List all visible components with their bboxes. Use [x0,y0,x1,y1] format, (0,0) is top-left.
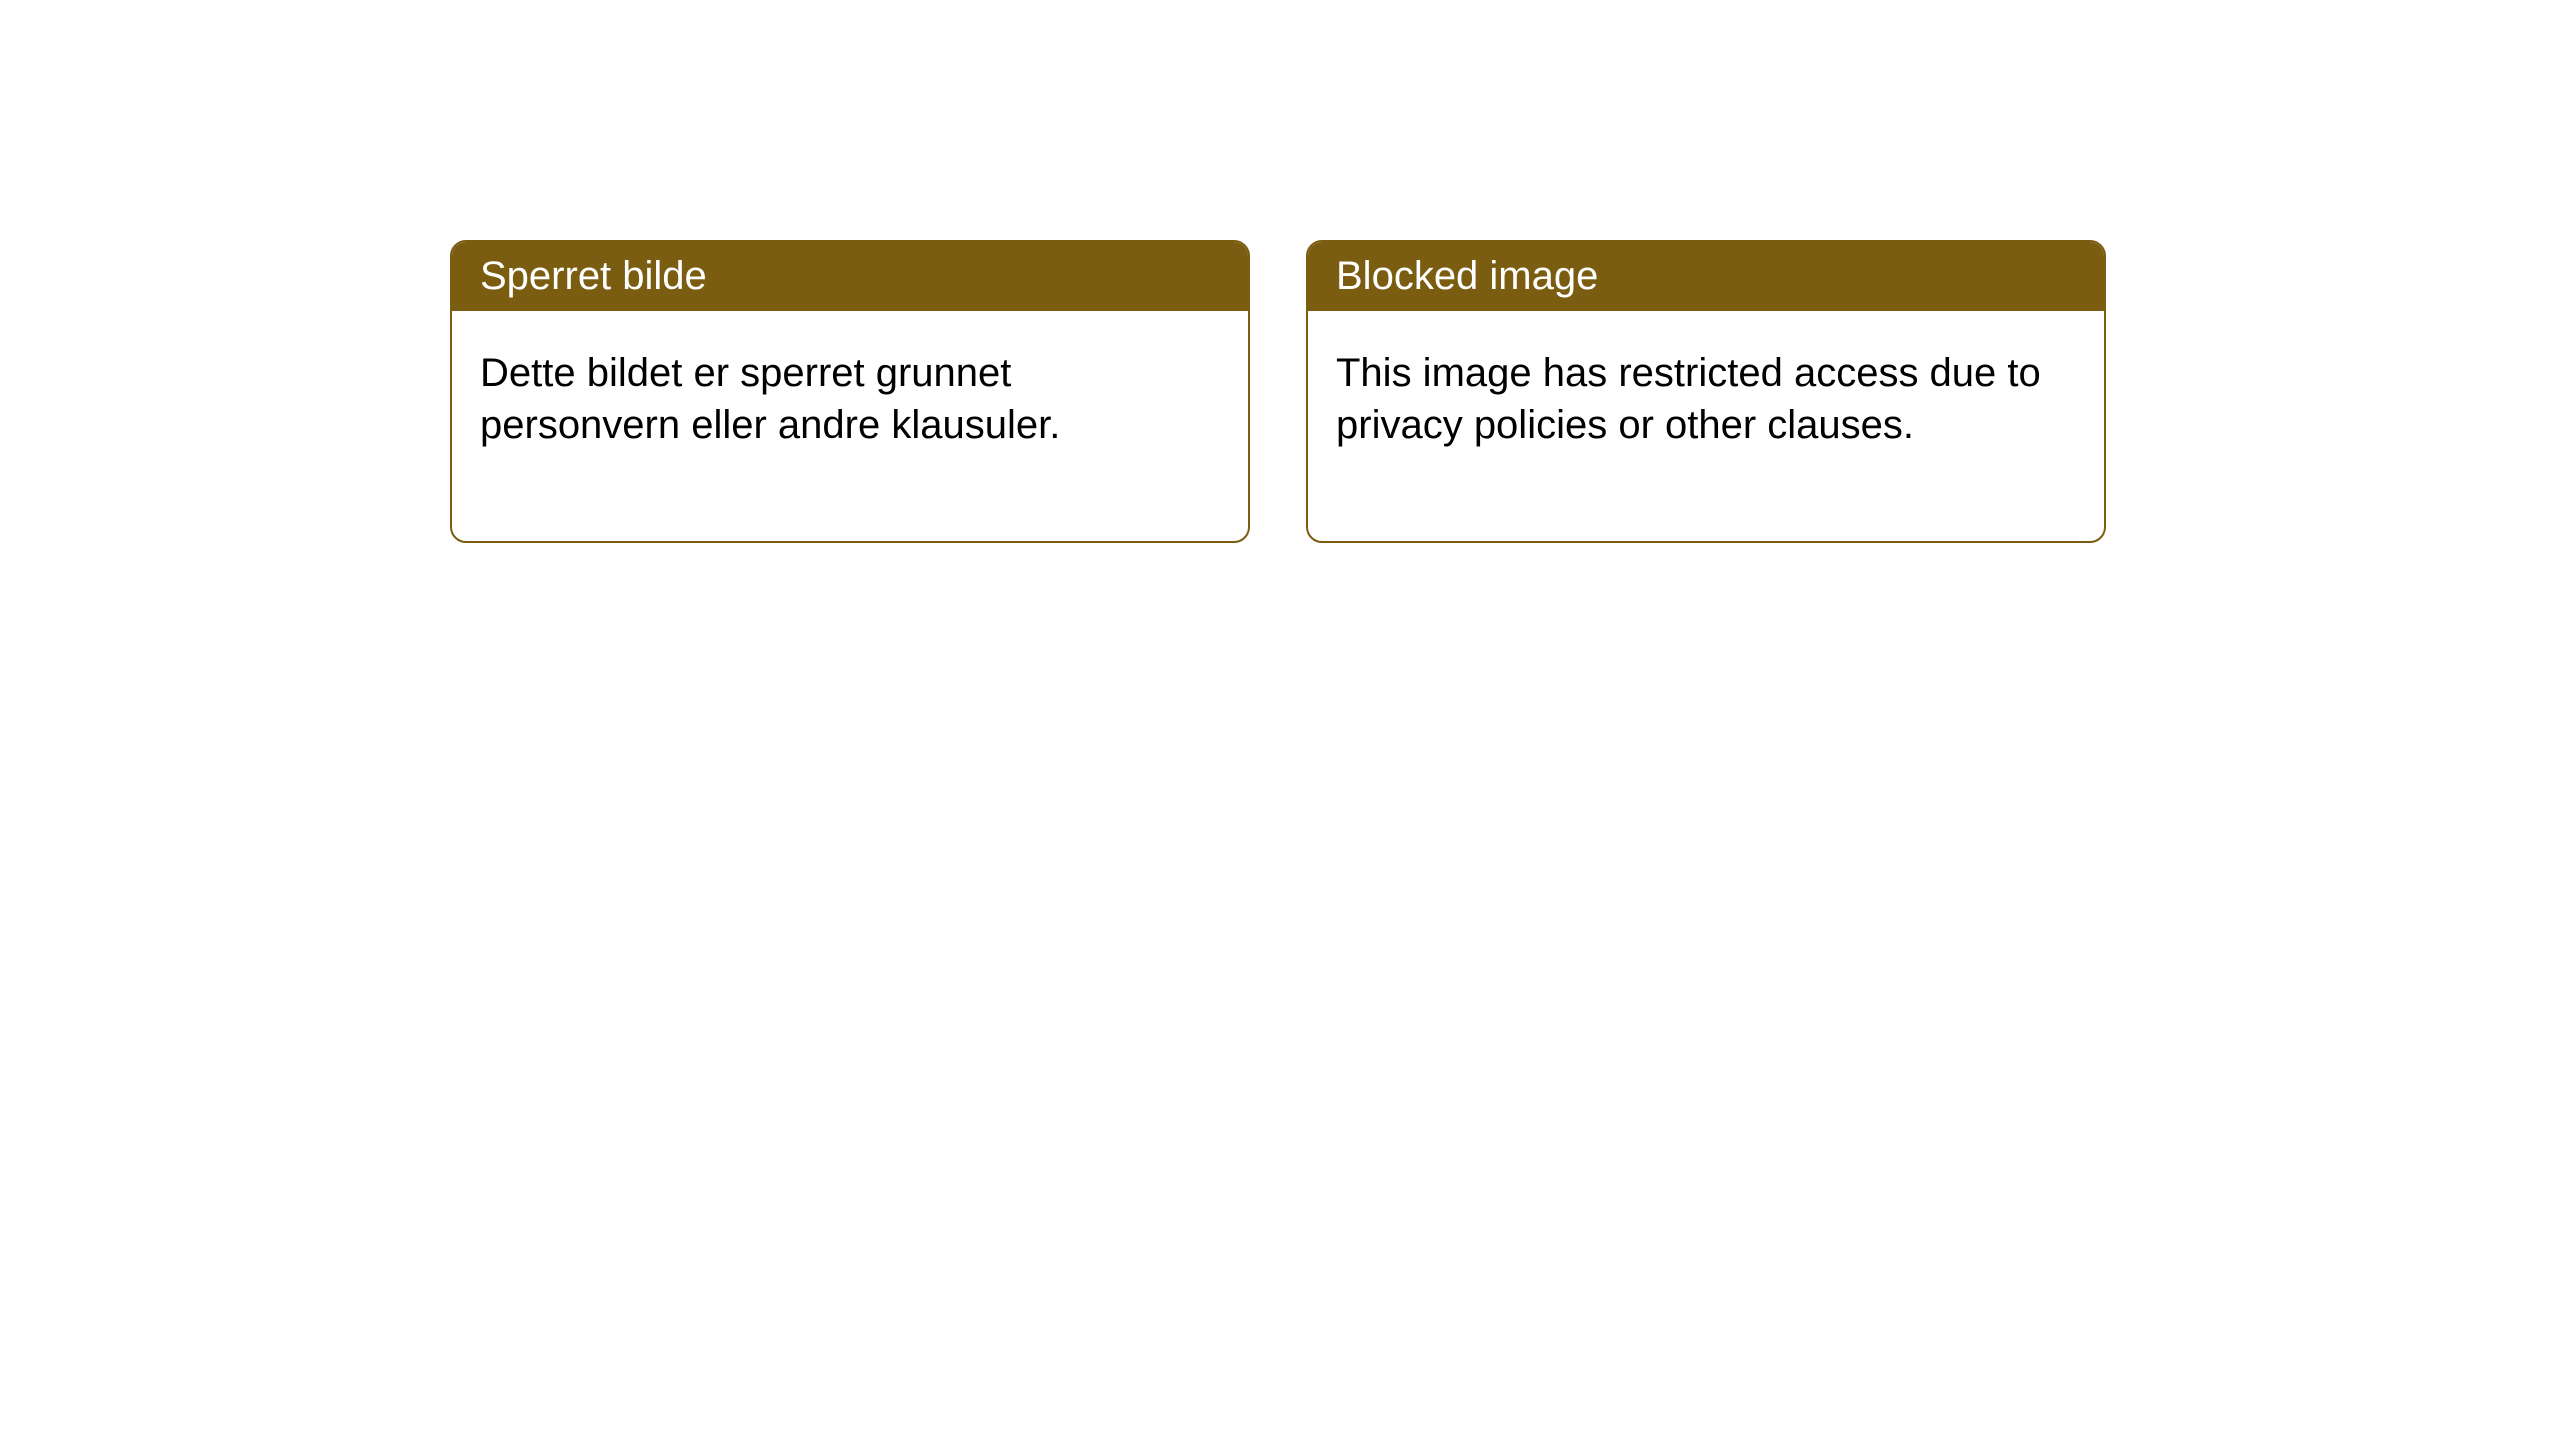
card-body: This image has restricted access due to … [1308,311,2104,541]
card-title: Blocked image [1336,254,1598,298]
card-body-text: This image has restricted access due to … [1336,351,2041,447]
notice-card-norwegian: Sperret bilde Dette bildet er sperret gr… [450,240,1250,543]
card-title: Sperret bilde [480,254,707,298]
notice-card-english: Blocked image This image has restricted … [1306,240,2106,543]
card-body-text: Dette bildet er sperret grunnet personve… [480,351,1060,447]
cards-container: Sperret bilde Dette bildet er sperret gr… [450,240,2560,543]
card-body: Dette bildet er sperret grunnet personve… [452,311,1248,541]
card-header: Blocked image [1308,242,2104,311]
card-header: Sperret bilde [452,242,1248,311]
